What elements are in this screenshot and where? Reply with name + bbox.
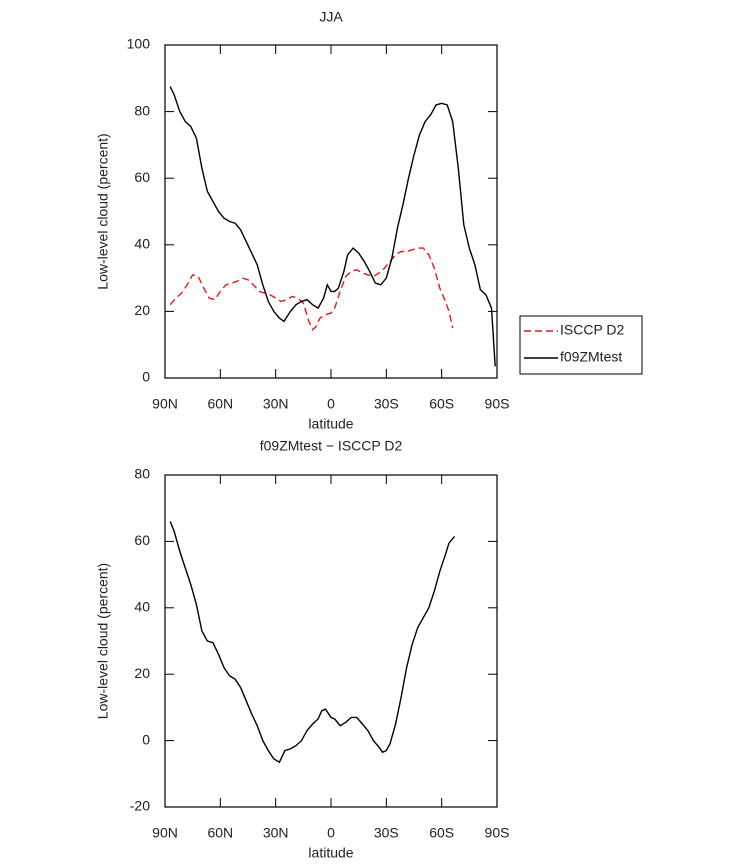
plot-frame bbox=[164, 474, 498, 808]
y-axis-label: Low-level cloud (percent) bbox=[95, 563, 111, 719]
x-tick-label: 60N bbox=[207, 825, 233, 841]
y-tick-label: 60 bbox=[134, 169, 150, 185]
y-tick-label: 60 bbox=[134, 532, 150, 548]
x-tick-label: 90S bbox=[485, 396, 510, 412]
x-tick-label: 0 bbox=[327, 396, 335, 412]
y-tick-label: 20 bbox=[134, 302, 150, 318]
x-axis-label: latitude bbox=[308, 845, 353, 861]
y-tick-label: 100 bbox=[127, 36, 151, 52]
x-tick-label: 30N bbox=[263, 825, 289, 841]
legend-label: ISCCP D2 bbox=[560, 322, 625, 338]
x-tick-label: 30N bbox=[263, 396, 289, 412]
x-tick-label: 90S bbox=[485, 825, 510, 841]
x-tick-label: 30S bbox=[374, 396, 399, 412]
y-tick-label: 20 bbox=[134, 665, 150, 681]
y-tick-label: 40 bbox=[134, 236, 150, 252]
data-line bbox=[169, 86, 496, 367]
plot-frame bbox=[164, 44, 498, 379]
y-tick-label: 80 bbox=[134, 102, 150, 118]
y-tick-label: -20 bbox=[130, 798, 150, 814]
x-axis-label: latitude bbox=[308, 416, 353, 432]
y-tick-label: 0 bbox=[142, 369, 150, 385]
data-line bbox=[169, 247, 454, 331]
x-tick-label: 90N bbox=[152, 825, 178, 841]
y-axis-label: Low-level cloud (percent) bbox=[95, 133, 111, 289]
chart-title: f09ZMtest − ISCCP D2 bbox=[260, 438, 403, 454]
x-tick-label: 30S bbox=[374, 825, 399, 841]
legend-box bbox=[519, 315, 643, 375]
x-tick-label: 60N bbox=[207, 396, 233, 412]
y-tick-label: 80 bbox=[134, 466, 150, 482]
x-tick-label: 0 bbox=[327, 825, 335, 841]
x-tick-label: 60S bbox=[429, 396, 454, 412]
x-tick-label: 90N bbox=[152, 396, 178, 412]
data-line bbox=[169, 521, 456, 764]
x-tick-label: 60S bbox=[429, 825, 454, 841]
y-tick-label: 0 bbox=[142, 731, 150, 747]
chart-title: JJA bbox=[319, 9, 343, 25]
legend-label: f09ZMtest bbox=[560, 349, 622, 365]
y-tick-label: 40 bbox=[134, 599, 150, 615]
